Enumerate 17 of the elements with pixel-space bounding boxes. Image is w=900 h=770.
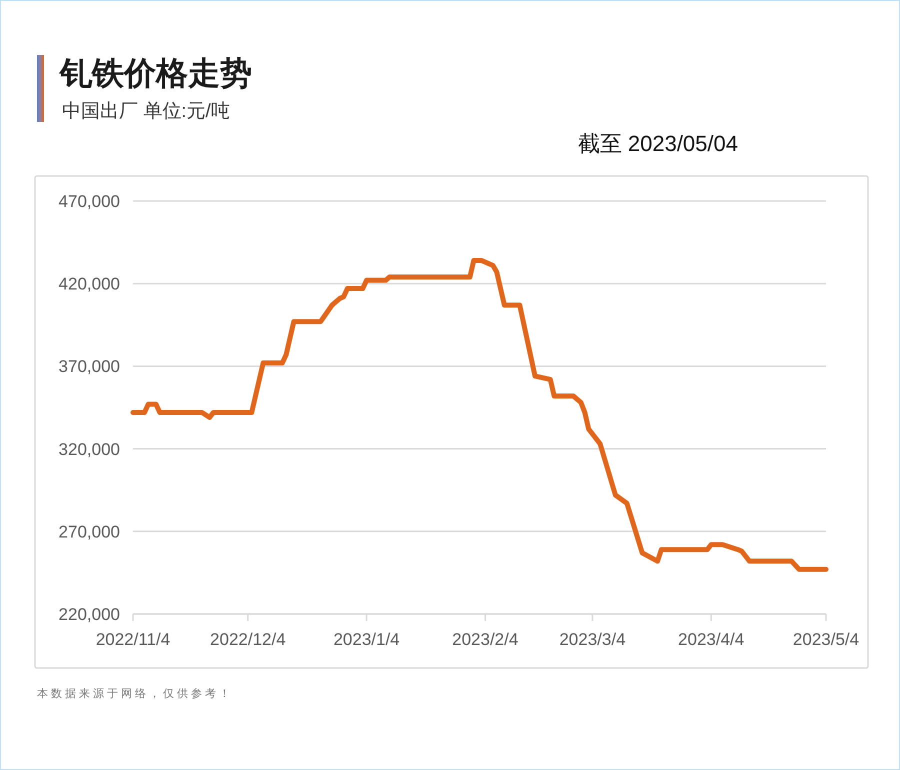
chart-subtitle: 中国出厂 单位:元/吨 xyxy=(62,101,230,122)
x-tick-label: 2023/3/4 xyxy=(559,630,626,649)
x-tick-label: 2023/2/4 xyxy=(452,630,518,649)
x-tick-label: 2023/4/4 xyxy=(678,630,744,649)
text: 截至 2023/05/04 xyxy=(578,131,738,156)
x-tick-label: 2022/11/4 xyxy=(96,630,170,649)
y-tick-label: 470,000 xyxy=(58,192,120,211)
y-tick-label: 420,000 xyxy=(58,274,120,294)
y-tick-label: 220,000 xyxy=(58,605,120,624)
y-tick-label: 320,000 xyxy=(58,440,120,459)
y-tick-label: 270,000 xyxy=(58,522,120,542)
x-tick-label: 2023/1/4 xyxy=(333,630,400,649)
chart-title: 钆铁价格走势 xyxy=(58,55,252,91)
y-tick-label: 370,000 xyxy=(58,357,120,376)
x-tick-label: 2022/12/4 xyxy=(210,630,286,649)
x-tick-label: 2023/5/4 xyxy=(792,630,860,649)
text: 本数据来源于网络，仅供参考！ xyxy=(37,687,233,700)
